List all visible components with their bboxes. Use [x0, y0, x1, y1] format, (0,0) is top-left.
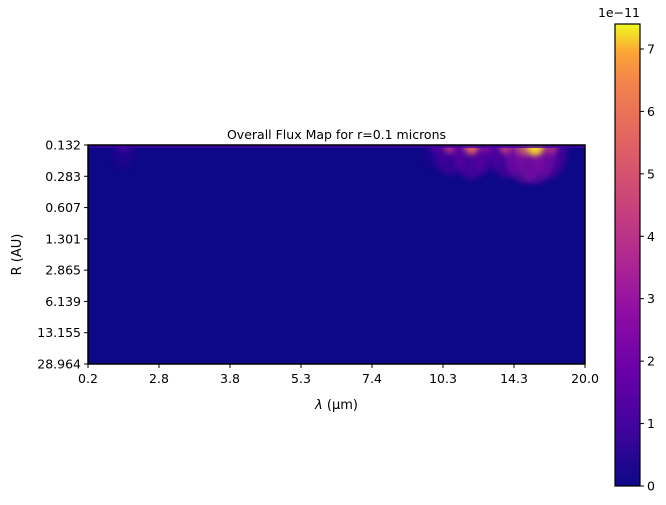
colorbar-tick-label: 2 [647, 354, 655, 369]
colorbar-frame [614, 23, 641, 487]
top-band [88, 145, 585, 148]
x-tick-label: 20.0 [571, 371, 599, 386]
colorbar-gradient [615, 24, 640, 486]
y-axis: 0.132 0.283 0.607 1.301 2.865 6.139 13.155 28.9… [37, 138, 88, 372]
x-tick-label: 3.8 [220, 371, 240, 386]
x-axis: 0.2 2.8 3.8 5.3 7.4 10.3 14.3 20.0 [78, 364, 599, 386]
x-axis-unit: (μm) [327, 398, 358, 413]
colorbar-tick-label: 1 [647, 416, 655, 431]
y-axis-title: R (AU) [10, 234, 25, 276]
colorbar-tick-label: 0 [647, 479, 655, 494]
hotspot-glow [514, 145, 557, 184]
hotspot-glow [111, 145, 136, 169]
colorbar-tick-label: 5 [647, 166, 655, 181]
y-tick-label: 0.283 [45, 169, 81, 184]
heatmap-background [88, 145, 585, 364]
colorbar-tick-label: 6 [647, 104, 655, 119]
x-tick-label: 14.3 [500, 371, 528, 386]
hotspot-glow [452, 145, 490, 180]
y-tick-label: 28.964 [37, 357, 81, 372]
y-tick-label: 2.865 [45, 263, 81, 278]
heatmap-hotspots [88, 145, 585, 184]
colorbar-ticks: 0 1 2 3 4 5 6 7 [640, 41, 655, 494]
y-tick-label: 0.607 [45, 200, 81, 215]
x-tick-label: 2.8 [149, 371, 169, 386]
y-tick-label: 13.155 [37, 325, 81, 340]
x-axis-title: λ (μm) [314, 398, 358, 413]
x-tick-label: 5.3 [291, 371, 311, 386]
x-tick-label: 0.2 [78, 371, 98, 386]
y-tick-label: 6.139 [45, 294, 81, 309]
y-tick-label: 1.301 [45, 231, 81, 246]
x-axis-variable: λ [314, 398, 323, 413]
colorbar-tick-label: 4 [647, 229, 655, 244]
colorbar-exponent-label: 1e−11 [598, 5, 640, 20]
colorbar-tick-label: 3 [647, 291, 655, 306]
colorbar-tick-label: 7 [647, 41, 655, 56]
y-tick-label: 0.132 [45, 138, 81, 153]
x-tick-label: 7.4 [362, 371, 382, 386]
x-tick-label: 10.3 [429, 371, 457, 386]
plot-frame [87, 144, 586, 365]
chart-title: Overall Flux Map for r=0.1 microns [227, 127, 446, 142]
